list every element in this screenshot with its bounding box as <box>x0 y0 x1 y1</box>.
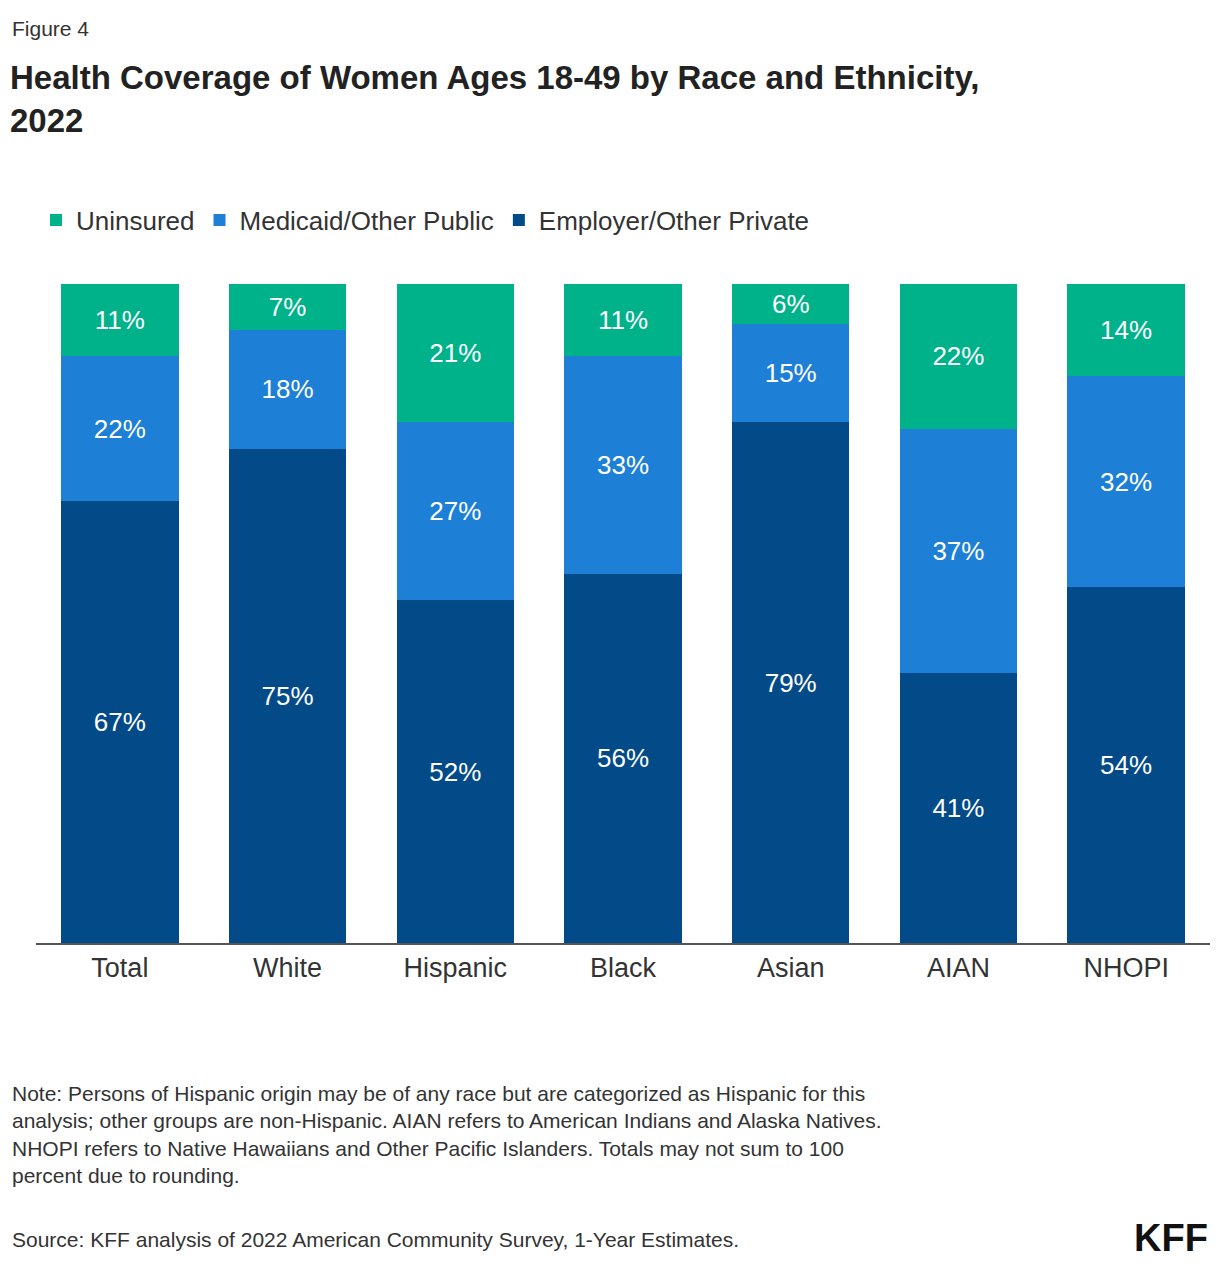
svg-text:75%: 75% <box>262 681 314 711</box>
svg-text:Uninsured: Uninsured <box>76 206 195 236</box>
svg-text:Health Coverage of Women Ages: Health Coverage of Women Ages 18-49 by R… <box>10 59 980 139</box>
svg-text:Medicaid/Other Public: Medicaid/Other Public <box>240 206 494 236</box>
svg-text:Hispanic: Hispanic <box>404 953 508 983</box>
svg-text:11%: 11% <box>95 305 145 335</box>
svg-text:41%: 41% <box>932 793 984 823</box>
svg-text:Note: Persons of Hispanic orig: Note: Persons of Hispanic origin may be … <box>12 1082 882 1187</box>
svg-text:KFF: KFF <box>1134 1217 1208 1259</box>
svg-text:32%: 32% <box>1100 467 1152 497</box>
svg-text:AIAN: AIAN <box>927 953 990 983</box>
svg-text:37%: 37% <box>932 536 984 566</box>
svg-text:22%: 22% <box>94 414 146 444</box>
svg-text:21%: 21% <box>429 338 481 368</box>
svg-text:33%: 33% <box>597 450 649 480</box>
svg-text:27%: 27% <box>429 496 481 526</box>
svg-text:Employer/Other Private: Employer/Other Private <box>539 206 809 236</box>
svg-text:79%: 79% <box>765 668 817 698</box>
svg-text:67%: 67% <box>94 707 146 737</box>
svg-text:6%: 6% <box>772 289 810 319</box>
svg-text:11%: 11% <box>598 305 648 335</box>
svg-text:22%: 22% <box>932 341 984 371</box>
svg-text:14%: 14% <box>1100 315 1152 345</box>
svg-text:7%: 7% <box>269 292 307 322</box>
svg-text:54%: 54% <box>1100 750 1152 780</box>
svg-text:52%: 52% <box>429 757 481 787</box>
svg-text:White: White <box>253 953 322 983</box>
svg-text:Total: Total <box>91 953 148 983</box>
svg-text:Source: KFF analysis of 2022 A: Source: KFF analysis of 2022 American Co… <box>12 1228 739 1251</box>
svg-text:18%: 18% <box>262 374 314 404</box>
svg-text:Asian: Asian <box>757 953 825 983</box>
svg-text:Black: Black <box>590 953 657 983</box>
svg-text:56%: 56% <box>597 743 649 773</box>
svg-text:15%: 15% <box>765 358 817 388</box>
svg-text:Figure 4: Figure 4 <box>12 17 89 40</box>
svg-text:NHOPI: NHOPI <box>1083 953 1169 983</box>
